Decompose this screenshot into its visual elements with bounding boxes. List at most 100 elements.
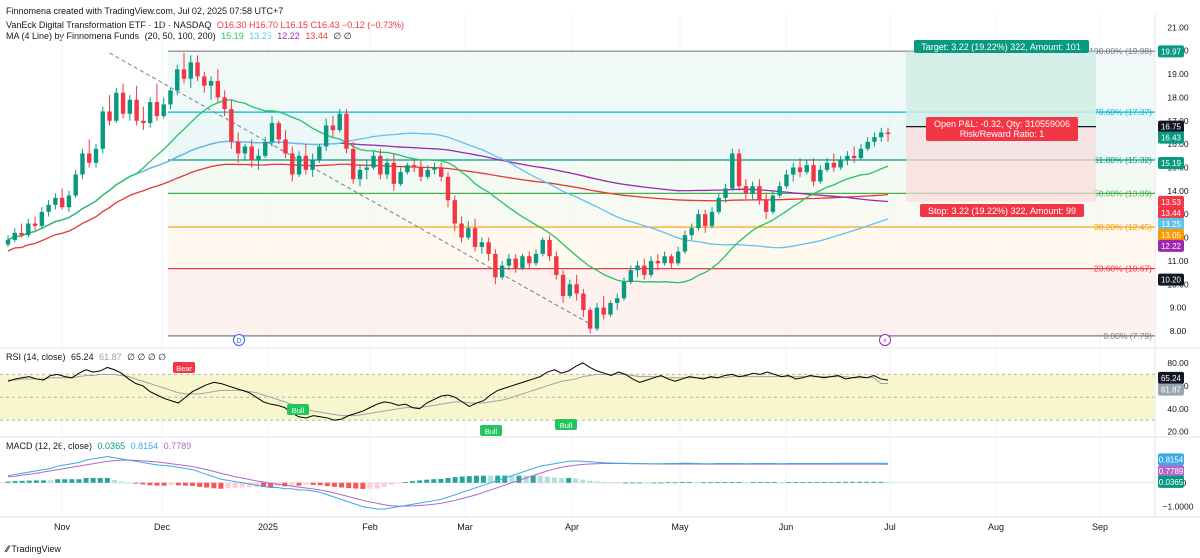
macd-histogram-bar: [83, 478, 89, 483]
macd-histogram-bar: [218, 482, 224, 489]
candle-body: [73, 174, 78, 196]
macd-histogram-bar: [693, 482, 699, 484]
candle-body: [587, 309, 593, 329]
candle-body: [53, 197, 58, 205]
candle-body: [513, 258, 518, 268]
candle-body: [411, 165, 417, 168]
x-tick-label: 2025: [258, 522, 278, 532]
candle-body: [777, 186, 782, 196]
candle-body: [46, 204, 51, 212]
y-tick-label: 14.00: [1167, 186, 1189, 196]
y-tick-label: 16.00: [1167, 139, 1189, 149]
candle-body: [824, 162, 830, 170]
macd-value: 0.0365: [97, 441, 126, 451]
macd-axis-label-bg: [1158, 465, 1184, 478]
candle-body: [107, 111, 112, 121]
macd-histogram-bar: [90, 478, 96, 483]
macd-histogram-bar: [140, 482, 146, 485]
macd-histogram-bar: [473, 475, 479, 483]
macd-histogram-bar: [119, 481, 125, 483]
candle-body: [418, 167, 424, 177]
candle-body: [147, 102, 153, 124]
price-axis-label: 15.19: [1161, 159, 1182, 168]
macd-histogram-bar: [324, 482, 330, 487]
candle-body: [479, 242, 485, 247]
ma-legend: MA (4 Line) by Finnomena Funds (20, 50, …: [6, 31, 355, 42]
macd-histogram-bar: [225, 482, 231, 489]
macd-histogram-bar: [268, 482, 274, 488]
candle-body: [181, 69, 187, 79]
macd-histogram-bar: [395, 482, 401, 484]
macd-histogram-bar: [715, 482, 721, 483]
candle-body: [256, 155, 261, 161]
candle-body: [371, 155, 376, 168]
candle-body: [560, 274, 566, 296]
candle-body: [378, 155, 383, 175]
candle-body: [161, 104, 166, 117]
candle-body: [791, 167, 796, 175]
candle-body: [838, 160, 843, 168]
candle-body: [317, 146, 322, 161]
macd-histogram-bar: [111, 479, 117, 483]
candle-body: [547, 239, 552, 257]
rsi-axis-label-bg: [1158, 383, 1184, 396]
candle-body: [141, 120, 146, 124]
macd-axis-label: 0.7789: [1159, 467, 1184, 476]
macd-histogram-bar: [807, 482, 813, 483]
trend-line: [109, 52, 591, 325]
candle-body: [391, 162, 397, 184]
macd-histogram-bar: [402, 482, 408, 483]
macd-histogram-bar: [757, 482, 763, 483]
macd-histogram-bar: [424, 479, 430, 483]
macd-histogram-bar: [793, 482, 799, 483]
candle-body: [459, 223, 464, 238]
event-marker-d: [233, 334, 245, 346]
fib-level-label: 38.20% (12.45): [1094, 222, 1152, 232]
macd-histogram-bar: [438, 478, 444, 483]
rsi-signal-label: Bull: [292, 406, 305, 415]
candle-body: [80, 153, 85, 175]
candle-body: [608, 302, 613, 315]
candle-body: [296, 155, 302, 175]
position-open-label: Open P&L: -0.32, Qty: 310559006: [934, 119, 1070, 129]
candle-body: [398, 172, 403, 184]
macd-legend: MACD (12, 26, close) 0.0365 0.8154 0.778…: [6, 441, 194, 451]
candle-body: [188, 62, 193, 79]
position-stop-box: [920, 204, 1084, 217]
macd-histogram-bar: [48, 480, 54, 483]
x-tick-label: Sep: [1092, 522, 1108, 532]
candle-body: [87, 153, 92, 163]
macd-histogram-bar: [594, 481, 600, 483]
candle-body: [594, 307, 600, 329]
ma-label: MA (4 Line) by Finnomena Funds: [6, 31, 140, 41]
candle-body: [506, 258, 512, 266]
candle-body: [357, 169, 363, 180]
macd-histogram-bar: [246, 482, 252, 488]
candle-body: [439, 167, 444, 177]
macd-histogram-bar: [750, 482, 756, 483]
macd-histogram-bar: [637, 482, 643, 484]
chart-credit: Finnomena created with TradingView.com, …: [6, 6, 284, 16]
symbol-legend: VanEck Digital Transformation ETF · 1D ·…: [6, 20, 407, 30]
rsi-axis-label: 61.87: [1161, 386, 1182, 395]
candle-body: [12, 232, 17, 240]
macd-histogram-bar: [885, 481, 891, 483]
candle-body: [120, 92, 126, 114]
macd-histogram-bar: [764, 482, 770, 483]
macd-histogram-bar: [289, 482, 295, 486]
macd-histogram-bar: [12, 481, 18, 483]
macd-histogram-bar: [814, 482, 820, 483]
tradingview-logo: ⁄⁄ TradingView: [6, 544, 61, 554]
macd-histogram-bar: [204, 482, 210, 488]
candle-body: [493, 253, 498, 278]
macd-histogram-bar: [601, 482, 607, 483]
price-axis-label-bg: [1158, 217, 1184, 230]
price-axis-label: 12.22: [1161, 242, 1182, 251]
macd-y-tick: −1.0000: [1163, 502, 1194, 512]
macd-histogram-bar: [374, 482, 380, 489]
macd-histogram-bar: [182, 482, 188, 486]
macd-histogram-bar: [502, 475, 508, 483]
event-marker-flash: [879, 334, 891, 346]
rsi-y-tick: 40.00: [1167, 404, 1189, 414]
